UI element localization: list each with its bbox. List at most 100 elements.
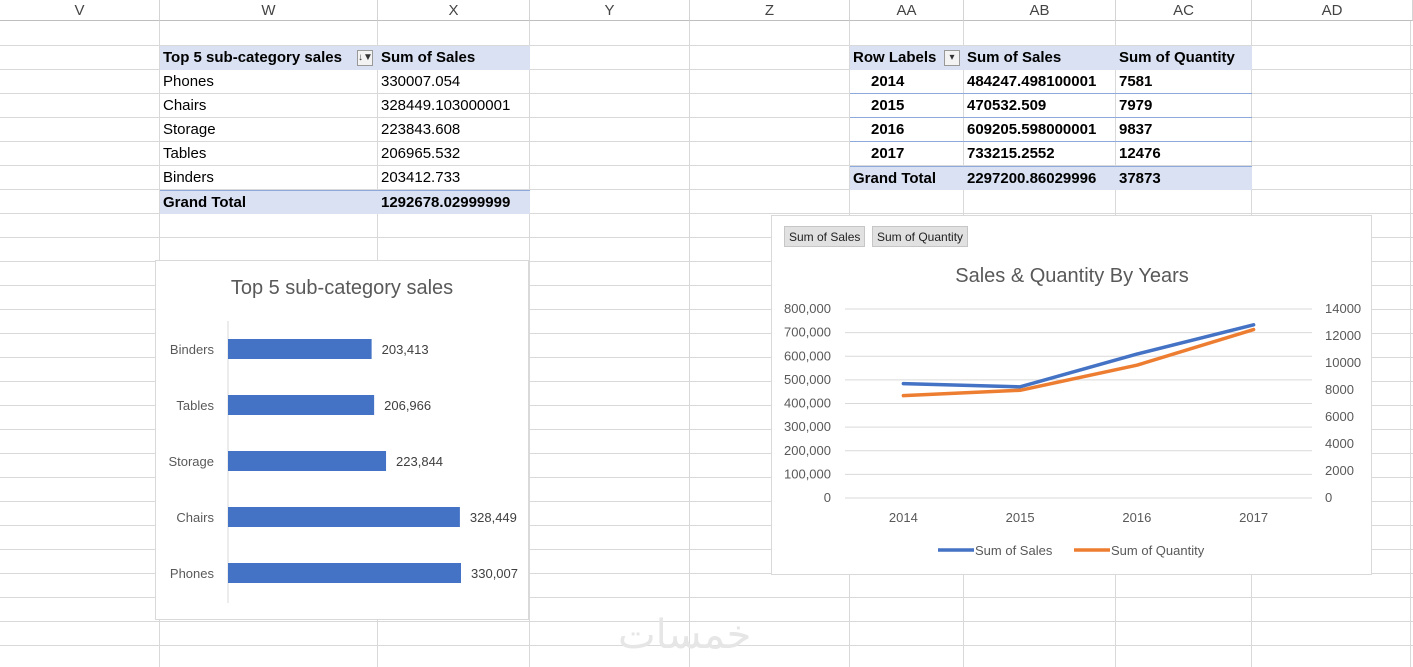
- x-axis-tick-label: 2015: [1006, 510, 1035, 525]
- right-axis-tick-label: 14000: [1325, 301, 1361, 316]
- column-header-z[interactable]: Z: [690, 0, 850, 21]
- gridline: [0, 453, 1413, 454]
- gridline: [0, 645, 1413, 646]
- watermark-logo: خمسات: [618, 612, 752, 658]
- category-label: Binders: [170, 342, 215, 357]
- bar-chart-sub-category[interactable]: Top 5 sub-category sales Binders 203,413 T…: [155, 260, 529, 620]
- field-button-sum-of-sales[interactable]: Sum of Sales: [784, 226, 866, 247]
- pivot1-row-value[interactable]: 206965.532: [381, 145, 461, 162]
- pivot2-row-qty[interactable]: 9837: [1116, 118, 1252, 142]
- right-axis-tick-label: 12000: [1325, 328, 1361, 343]
- left-axis-tick-label: 600,000: [784, 348, 831, 363]
- column-header-ad[interactable]: AD: [1252, 0, 1413, 21]
- pivot1-total-value[interactable]: 1292678.02999999: [378, 190, 530, 214]
- pivot2-row-qty[interactable]: 7581: [1116, 70, 1252, 94]
- bar[interactable]: [228, 451, 387, 471]
- column-header-aa[interactable]: AA: [850, 0, 964, 21]
- pivot1-row-label[interactable]: Storage: [163, 121, 216, 138]
- field-button-sum-of-quantity[interactable]: Sum of Quantity: [872, 226, 969, 247]
- bar-chart-svg: Top 5 sub-category sales Binders 203,413 T…: [168, 277, 518, 603]
- gridline: [0, 501, 1413, 502]
- left-axis-tick-label: 200,000: [784, 443, 831, 458]
- x-axis-tick-label: 2016: [1122, 510, 1151, 525]
- left-axis-tick-label: 700,000: [784, 325, 831, 340]
- bar[interactable]: [228, 507, 460, 527]
- legend-label: Sum of Quantity: [1111, 543, 1205, 558]
- gridline: [0, 213, 1413, 214]
- pivot2-row-sales[interactable]: 609205.598000001: [964, 118, 1116, 142]
- column-header-x[interactable]: X: [378, 0, 530, 21]
- gridline: [0, 141, 1413, 142]
- gridline: [1410, 21, 1411, 667]
- pivot1-row-label[interactable]: Chairs: [163, 97, 207, 114]
- column-header-y[interactable]: Y: [530, 0, 690, 21]
- pivot2-header-sales[interactable]: Sum of Sales: [964, 46, 1116, 70]
- bar[interactable]: [228, 395, 375, 415]
- right-axis-tick-label: 10000: [1325, 355, 1361, 370]
- pivot2-row-qty[interactable]: 7979: [1116, 94, 1252, 118]
- pivot1-row-label[interactable]: Phones: [163, 73, 214, 90]
- pivot2-total-label[interactable]: Grand Total: [850, 166, 964, 190]
- bar[interactable]: [228, 563, 461, 583]
- category-label: Tables: [176, 398, 214, 413]
- pivot2-row-sales[interactable]: 484247.498100001: [964, 70, 1116, 94]
- left-axis-tick-label: 800,000: [784, 301, 831, 316]
- right-axis-tick-label: 4000: [1325, 436, 1354, 451]
- left-axis-tick-label: 100,000: [784, 466, 831, 481]
- pivot2-row-year[interactable]: 2015: [850, 94, 964, 118]
- column-header-ab[interactable]: AB: [964, 0, 1116, 21]
- pivot1-row-value[interactable]: 223843.608: [381, 121, 461, 138]
- gridline: [689, 21, 690, 667]
- data-label: 206,966: [384, 398, 431, 413]
- gridline: [0, 285, 1413, 286]
- column-header-w[interactable]: W: [160, 0, 378, 21]
- x-axis-tick-label: 2017: [1239, 510, 1268, 525]
- gridline: [0, 405, 1413, 406]
- pivot1-row-value[interactable]: 330007.054: [381, 73, 461, 90]
- data-label: 330,007: [471, 566, 518, 581]
- pivot1-row-value[interactable]: 203412.733: [381, 169, 461, 186]
- pivot2-total-sales[interactable]: 2297200.86029996: [964, 166, 1116, 190]
- pivot2-row-qty[interactable]: 12476: [1119, 145, 1161, 162]
- pivot1-header-value[interactable]: Sum of Sales: [378, 46, 530, 70]
- pivot1-row-value[interactable]: 328449.103000001: [381, 97, 511, 114]
- pivot1-row-label[interactable]: Binders: [163, 169, 214, 186]
- gridline: [0, 237, 1413, 238]
- column-header-ac[interactable]: AC: [1116, 0, 1252, 21]
- category-label: Storage: [168, 454, 214, 469]
- gridline: [0, 621, 1413, 622]
- series-line[interactable]: [901, 327, 1256, 398]
- data-label: 223,844: [396, 454, 443, 469]
- left-axis-tick-label: 300,000: [784, 419, 831, 434]
- filter-dropdown-icon[interactable]: ↓▼: [357, 50, 373, 66]
- pivot2-header-quantity[interactable]: Sum of Quantity: [1116, 46, 1252, 70]
- gridline: [0, 189, 1413, 190]
- pivot1-header-label[interactable]: Top 5 sub-category sales: [160, 46, 378, 70]
- dropdown-arrow-icon[interactable]: ▾: [944, 50, 960, 66]
- right-axis-tick-label: 0: [1325, 490, 1332, 505]
- right-axis-tick-label: 2000: [1325, 463, 1354, 478]
- gridline: [0, 69, 1413, 70]
- series-line[interactable]: [901, 323, 1256, 389]
- bar[interactable]: [228, 339, 372, 359]
- pivot2-row-year[interactable]: 2016: [850, 118, 964, 142]
- gridline: [0, 333, 1413, 334]
- pivot2-row-sales[interactable]: 733215.2552: [967, 145, 1055, 162]
- chart-title: Top 5 sub-category sales: [231, 277, 453, 299]
- gridline: [0, 477, 1413, 478]
- right-axis-tick-label: 6000: [1325, 409, 1354, 424]
- pivot1-total-label[interactable]: Grand Total: [160, 190, 378, 214]
- pivot2-row-year[interactable]: 2014: [850, 70, 964, 94]
- left-axis-tick-label: 500,000: [784, 372, 831, 387]
- left-axis-tick-label: 0: [824, 490, 831, 505]
- right-axis-tick-label: 8000: [1325, 382, 1354, 397]
- gridline: [0, 357, 1413, 358]
- pivot2-total-qty[interactable]: 37873: [1116, 166, 1252, 190]
- pivot1-row-label[interactable]: Tables: [163, 145, 207, 162]
- gridline: [0, 381, 1413, 382]
- gridline: [0, 261, 1413, 262]
- column-header-v[interactable]: V: [0, 0, 160, 21]
- pivot2-row-year[interactable]: 2017: [871, 145, 905, 162]
- pivot2-row-sales[interactable]: 470532.509: [964, 94, 1116, 118]
- line-chart-sales-quantity[interactable]: Sum of Sales Sum of Quantity Sales & Qua…: [771, 215, 1372, 575]
